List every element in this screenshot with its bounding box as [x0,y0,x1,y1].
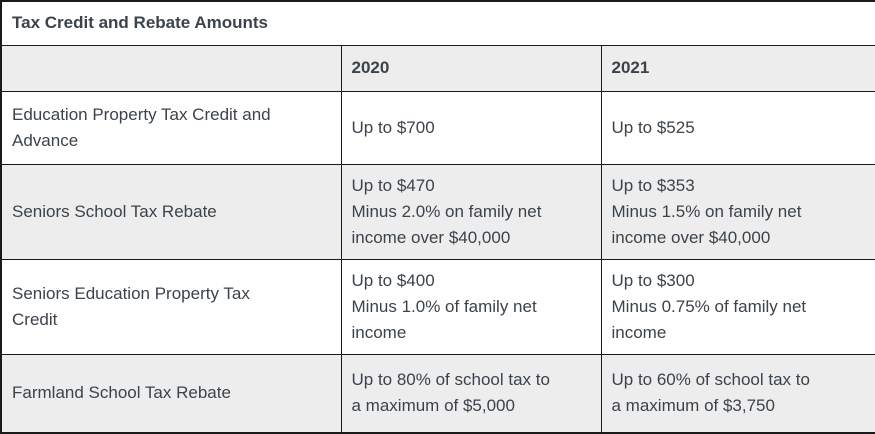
table-row: Farmland School Tax Rebate Up to 80% of … [0,353,875,434]
row-label: Seniors School Tax Rebate [0,163,342,260]
value-2021: Up to $525 [600,90,875,165]
table-row: Education Property Tax Credit and Advanc… [0,90,875,165]
value-2021: Up to $300 Minus 0.75% of family net inc… [600,258,875,355]
table-row: Seniors Education Property Tax Credit Up… [0,258,875,355]
header-2020: 2020 [340,44,602,92]
value-2020: Up to $700 [340,90,602,165]
value-2020: Up to $470 Minus 2.0% on family net inco… [340,163,602,260]
value-2021: Up to 60% of school tax to a maximum of … [600,353,875,434]
header-2021: 2021 [600,44,875,92]
row-label: Farmland School Tax Rebate [0,353,342,434]
header-empty-cell [0,44,342,92]
table-row: Seniors School Tax Rebate Up to $470 Min… [0,163,875,260]
row-label: Seniors Education Property Tax Credit [0,258,342,355]
table-title-row: Tax Credit and Rebate Amounts [0,0,875,46]
value-2020: Up to $400 Minus 1.0% of family net inco… [340,258,602,355]
value-2021: Up to $353 Minus 1.5% on family net inco… [600,163,875,260]
value-2020: Up to 80% of school tax to a maximum of … [340,353,602,434]
row-label: Education Property Tax Credit and Advanc… [0,90,342,165]
table-title: Tax Credit and Rebate Amounts [0,0,875,46]
table-header-row: 2020 2021 [0,44,875,92]
